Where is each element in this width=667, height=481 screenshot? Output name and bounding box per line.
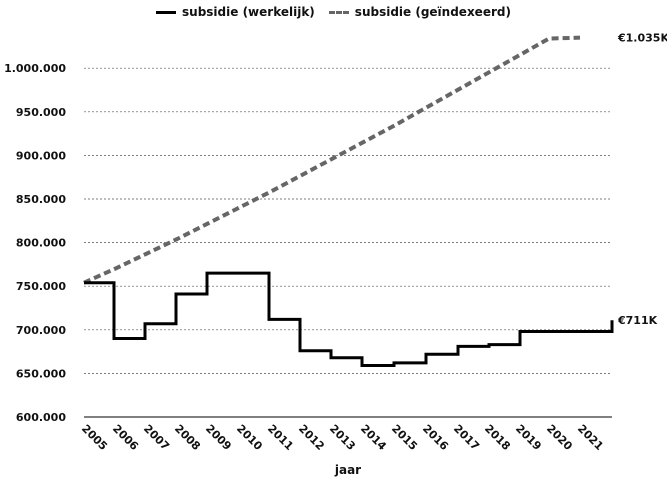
y-tick-label: 850.000 (16, 193, 66, 206)
x-tick-label: 2013 (327, 422, 358, 453)
x-tick-label: 2017 (451, 422, 482, 453)
y-tick-label: 800.000 (16, 237, 66, 250)
x-tick-label: 2007 (141, 422, 172, 453)
series-line-werkelijk (84, 271, 614, 368)
x-tick-label: 2019 (513, 422, 544, 453)
x-axis-title: jaar (334, 463, 361, 477)
legend: subsidie (werkelijk) subsidie (geïndexee… (0, 0, 667, 24)
y-tick-label: 900.000 (16, 149, 66, 162)
legend-swatch-dashed (328, 10, 349, 14)
end-label-geindexeerd: €1.035K (617, 32, 667, 45)
x-tick-label: 2008 (172, 422, 203, 453)
x-tick-label: 2021 (575, 422, 606, 453)
legend-item-werkelijk: subsidie (werkelijk) (156, 5, 315, 19)
x-tick-label: 2014 (358, 422, 389, 453)
x-tick-label: 2011 (265, 422, 296, 453)
end-label-werkelijk: €711K (617, 314, 658, 327)
x-tick-label: 2009 (203, 422, 234, 453)
y-tick-label: 600.000 (16, 411, 66, 424)
y-tick-label: 1.000.000 (4, 62, 66, 75)
y-tick-label: 950.000 (16, 106, 66, 119)
legend-label-geindexeerd: subsidie (geïndexeerd) (354, 5, 511, 19)
legend-item-geindexeerd: subsidie (geïndexeerd) (328, 5, 511, 19)
x-tick-label: 2006 (110, 422, 141, 453)
legend-label-werkelijk: subsidie (werkelijk) (182, 5, 315, 19)
series-line-geindexeerd (83, 35, 581, 285)
x-tick-label: 2015 (389, 422, 420, 453)
x-tick-label: 2005 (79, 422, 110, 453)
x-tick-label: 2010 (234, 422, 265, 453)
x-tick-label: 2018 (482, 422, 513, 453)
x-tick-label: 2016 (420, 422, 451, 453)
legend-swatch-solid (156, 10, 177, 14)
y-tick-label: 750.000 (16, 280, 66, 293)
y-tick-label: 700.000 (16, 324, 66, 337)
x-tick-label: 2020 (544, 422, 575, 453)
y-tick-label: 650.000 (16, 367, 66, 380)
x-tick-label: 2012 (296, 422, 327, 453)
